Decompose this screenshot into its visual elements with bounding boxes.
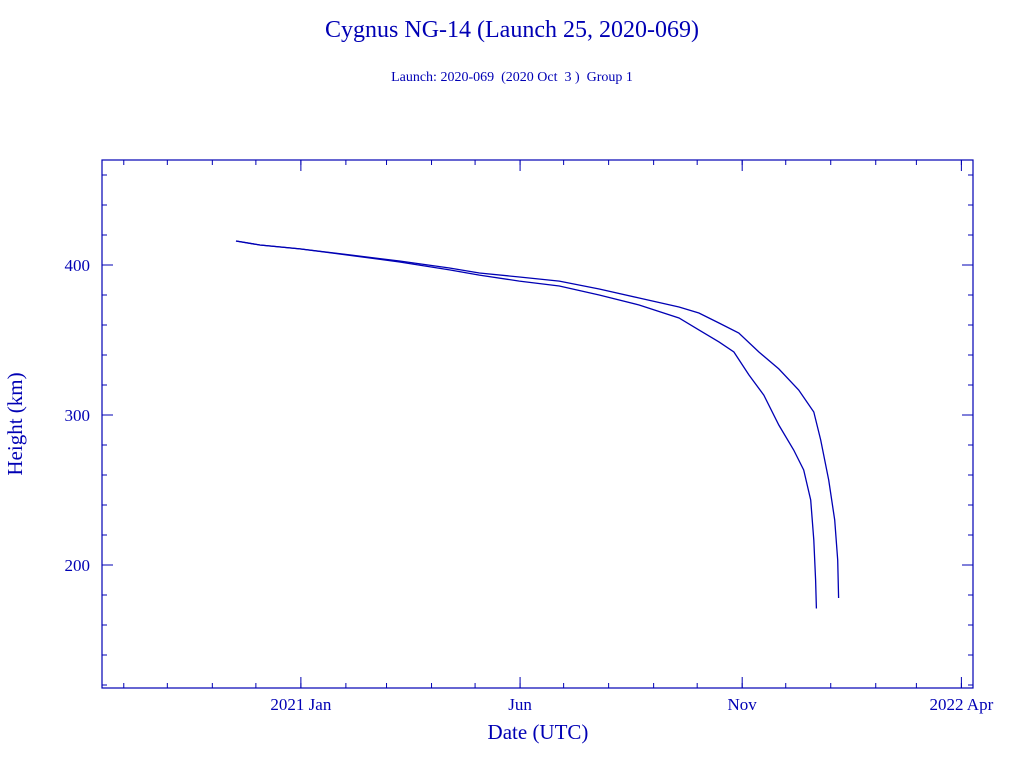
plot-frame bbox=[101, 159, 974, 689]
y-tick-label: 300 bbox=[65, 406, 91, 425]
chart-title: Cygnus NG-14 (Launch 25, 2020-069) bbox=[325, 17, 699, 43]
chart-subtitle: Launch: 2020-069 (2020 Oct 3 ) Group 1 bbox=[391, 70, 633, 85]
x-tick-label: Jun bbox=[508, 695, 532, 714]
series-line-perigee bbox=[235, 240, 818, 609]
x-tick-label: 2022 Apr bbox=[930, 695, 994, 714]
y-tick-label: 400 bbox=[65, 256, 91, 275]
y-tick-label: 200 bbox=[65, 556, 91, 575]
x-tick-label: 2021 Jan bbox=[270, 695, 331, 714]
x-axis-label: Date (UTC) bbox=[488, 720, 589, 744]
series-line-apogee bbox=[235, 240, 840, 599]
x-tick-label: Nov bbox=[728, 695, 758, 714]
y-axis-label: Height (km) bbox=[3, 372, 27, 475]
